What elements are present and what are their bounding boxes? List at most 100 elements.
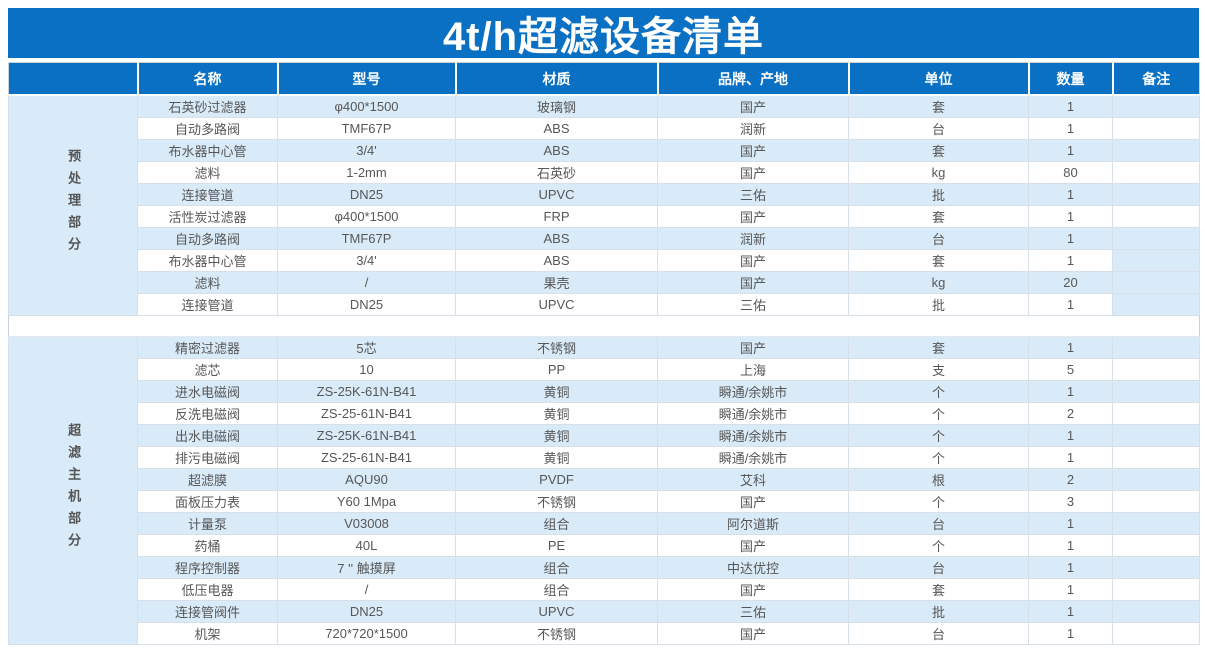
cell-material: 黄铜 <box>455 380 658 403</box>
cell-note <box>1112 446 1200 469</box>
cell-note <box>1112 556 1200 579</box>
cell-qty: 1 <box>1028 578 1113 601</box>
cell-qty: 1 <box>1028 424 1113 447</box>
table-row: 布水器中心管 3/4' ABS 国产套 1 <box>9 249 1200 272</box>
cell-model: 7 '' 触摸屏 <box>277 556 456 579</box>
cell-unit: 套 <box>848 94 1029 118</box>
cell-model: 3/4' <box>277 249 456 272</box>
cell-qty: 1 <box>1028 139 1113 162</box>
cell-name: 出水电磁阀 <box>137 424 278 447</box>
cell-qty: 1 <box>1028 336 1113 359</box>
cell-qty: 2 <box>1028 402 1113 425</box>
cell-qty: 1 <box>1028 512 1113 535</box>
cell-material: 黄铜 <box>455 424 658 447</box>
separator-cell <box>8 315 1200 337</box>
cell-qty: 5 <box>1028 358 1113 381</box>
cell-brand: 国产 <box>657 249 849 272</box>
cell-model: φ400*1500 <box>277 94 456 118</box>
cell-brand: 三佑 <box>657 293 849 316</box>
cell-name: 药桶 <box>137 534 278 557</box>
cell-material: ABS <box>455 139 658 162</box>
cell-note <box>1112 271 1200 294</box>
cell-note <box>1112 424 1200 447</box>
section-label: 预处理部分 <box>66 149 82 259</box>
section-separator-row <box>8 315 1200 337</box>
cell-name: 低压电器 <box>137 578 278 601</box>
cell-unit: 批 <box>848 600 1029 623</box>
table-header: 名称 型号 材质 品牌、产地 单位 数量 备注 <box>8 62 1200 96</box>
cell-brand: 国产 <box>657 534 849 557</box>
cell-name: 连接管道 <box>137 293 278 316</box>
cell-note <box>1112 490 1200 513</box>
cell-name: 石英砂过滤器 <box>137 94 278 118</box>
cell-unit: 台 <box>848 622 1029 645</box>
table-row: 超滤膜 AQU90 PVDF 艾科根 2 <box>9 468 1200 491</box>
cell-unit: kg <box>848 161 1029 184</box>
table-body: 预处理部分 石英砂过滤器 φ400*1500 玻璃钢 国产套 1 自动多路阀 TMF67P AB… <box>8 94 1200 645</box>
cell-note <box>1112 578 1200 601</box>
cell-name: 滤料 <box>137 161 278 184</box>
table-row: 布水器中心管 3/4' ABS 国产套 1 <box>9 139 1200 162</box>
cell-material: UPVC <box>455 600 658 623</box>
section-label: 超滤主机部分 <box>66 423 82 555</box>
cell-unit: kg <box>848 271 1029 294</box>
cell-material: ABS <box>455 249 658 272</box>
cell-name: 排污电磁阀 <box>137 446 278 469</box>
cell-name: 进水电磁阀 <box>137 380 278 403</box>
cell-name: 滤芯 <box>137 358 278 381</box>
cell-unit: 根 <box>848 468 1029 491</box>
corner-header-cell <box>8 62 139 96</box>
cell-qty: 3 <box>1028 490 1113 513</box>
cell-material: 组合 <box>455 578 658 601</box>
cell-qty: 1 <box>1028 446 1113 469</box>
equipment-table: 名称 型号 材质 品牌、产地 单位 数量 备注 预处理部分 石英砂过滤器 φ400*… <box>8 62 1200 645</box>
cell-qty: 1 <box>1028 117 1113 140</box>
cell-unit: 套 <box>848 578 1029 601</box>
column-header-name: 名称 <box>136 62 279 96</box>
cell-qty: 1 <box>1028 380 1113 403</box>
cell-brand: 国产 <box>657 271 849 294</box>
cell-name: 超滤膜 <box>137 468 278 491</box>
table-row: 反洗电磁阀 ZS-25-61N-B41 黄铜 瞬通/余姚市个 2 <box>9 402 1200 425</box>
cell-material: 玻璃钢 <box>455 94 658 118</box>
cell-note <box>1112 468 1200 491</box>
table-row: 预处理部分 石英砂过滤器 φ400*1500 玻璃钢 国产套 1 <box>8 94 1200 316</box>
cell-note <box>1112 336 1200 359</box>
cell-brand: 三佑 <box>657 600 849 623</box>
cell-model: V03008 <box>277 512 456 535</box>
cell-name: 连接管阀件 <box>137 600 278 623</box>
cell-model: φ400*1500 <box>277 205 456 228</box>
cell-unit: 个 <box>848 446 1029 469</box>
cell-note <box>1112 205 1200 228</box>
cell-note <box>1112 622 1200 645</box>
cell-qty: 1 <box>1028 622 1113 645</box>
cell-note <box>1112 183 1200 206</box>
cell-note <box>1112 227 1200 250</box>
cell-model: 3/4' <box>277 139 456 162</box>
table-row: 出水电磁阀 ZS-25K-61N-B41 黄铜 瞬通/余姚市个 1 <box>9 424 1200 447</box>
cell-model: 40L <box>277 534 456 557</box>
cell-material: PE <box>455 534 658 557</box>
table-row: 计量泵 V03008 组合 阿尔道斯台 1 <box>9 512 1200 535</box>
cell-brand: 国产 <box>657 622 849 645</box>
cell-name: 连接管道 <box>137 183 278 206</box>
cell-brand: 瞬通/余姚市 <box>657 402 849 425</box>
cell-unit: 台 <box>848 117 1029 140</box>
cell-material: PP <box>455 358 658 381</box>
table-row: 滤芯 10 PP 上海支 5 <box>9 358 1200 381</box>
cell-qty: 80 <box>1028 161 1113 184</box>
cell-qty: 1 <box>1028 293 1113 316</box>
cell-note <box>1112 117 1200 140</box>
table-row: 进水电磁阀 ZS-25K-61N-B41 黄铜 瞬通/余姚市个 1 <box>9 380 1200 403</box>
page-title: 4t/h超滤设备清单 <box>8 8 1199 59</box>
table-row: 连接管阀件 DN25 UPVC 三佑批 1 <box>9 600 1200 623</box>
cell-brand: 三佑 <box>657 183 849 206</box>
cell-model: Y60 1Mpa <box>277 490 456 513</box>
cell-material: PVDF <box>455 468 658 491</box>
cell-model: ZS-25-61N-B41 <box>277 446 456 469</box>
cell-unit: 套 <box>848 205 1029 228</box>
cell-unit: 批 <box>848 293 1029 316</box>
cell-model: TMF67P <box>277 227 456 250</box>
cell-unit: 批 <box>848 183 1029 206</box>
cell-material: 果壳 <box>455 271 658 294</box>
